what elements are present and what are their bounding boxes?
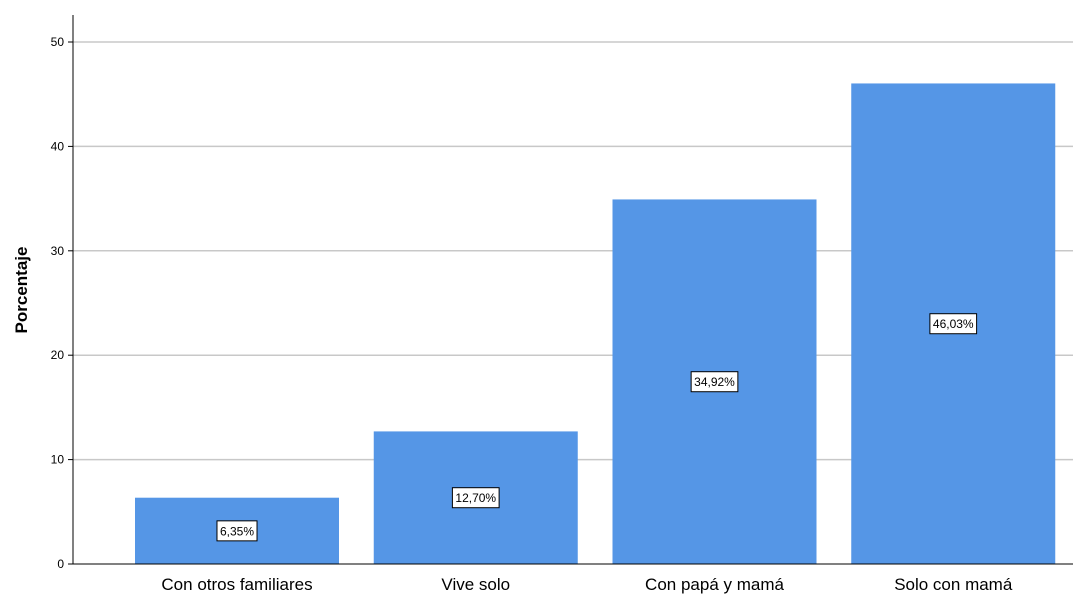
x-tick-label: Con otros familiares bbox=[161, 575, 312, 594]
y-axis-label: Porcentaje bbox=[12, 247, 31, 334]
data-label-box bbox=[216, 520, 258, 542]
data-label: 12,70% bbox=[455, 491, 496, 505]
y-tick-label: 20 bbox=[51, 348, 65, 362]
data-label: 34,92% bbox=[694, 375, 735, 389]
y-tick-label: 50 bbox=[51, 35, 65, 49]
axes-group: 0 10 20 30 40 50 Con otros familiares Vive solo… bbox=[51, 15, 1073, 594]
data-label-box bbox=[690, 371, 739, 393]
bars-group bbox=[135, 83, 1056, 565]
y-tick-label: 30 bbox=[51, 244, 65, 258]
data-label: 46,03% bbox=[933, 317, 974, 331]
data-labels-group: 6,35% 12,70% 34,92% 46,03% bbox=[216, 313, 978, 542]
y-tick-label: 40 bbox=[51, 139, 65, 153]
x-tick-label: Solo con mamá bbox=[894, 575, 1013, 594]
x-tick-label: Con papá y mamá bbox=[645, 575, 784, 594]
data-label: 6,35% bbox=[220, 524, 254, 538]
y-tick-label: 10 bbox=[51, 453, 65, 467]
data-label-box bbox=[451, 487, 500, 509]
data-label-box bbox=[929, 313, 978, 335]
x-tick-label: Vive solo bbox=[441, 575, 510, 594]
y-tick-label: 0 bbox=[57, 557, 64, 571]
